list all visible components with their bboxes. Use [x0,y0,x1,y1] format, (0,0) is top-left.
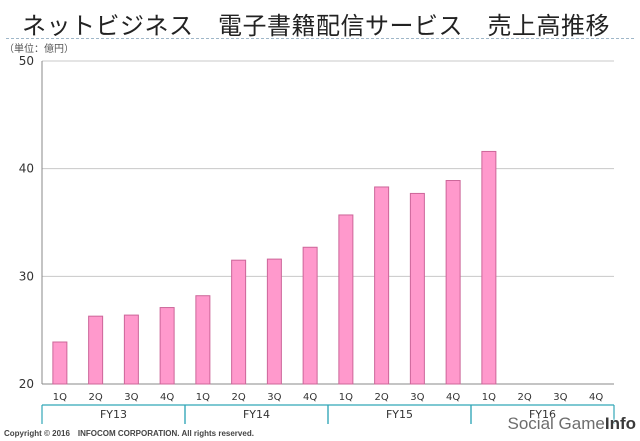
bar [266,258,282,385]
x-tick-label: 1Q [339,392,353,403]
bar [445,180,461,385]
x-tick-label: 4Q [446,392,460,403]
bar [409,192,425,385]
x-tick-label: 3Q [124,392,138,403]
bar [481,150,497,385]
x-tick-label: 1Q [53,392,67,403]
watermark-text: Social Game [507,414,605,433]
bar [374,186,390,385]
watermark-logo: Social GameInfo [508,414,636,434]
group-label: FY13 [100,408,127,421]
x-tick-label: 3Q [410,392,424,403]
title-divider [6,38,634,39]
x-tick-label: 4Q [160,392,174,403]
bar [338,214,354,385]
x-tick-label: 2Q [518,392,532,403]
bar [302,246,318,385]
x-tick-label: 3Q [553,392,567,403]
chart-title: ネットビジネス 電子書籍配信サービス 売上高推移 [22,12,610,40]
group-label: FY14 [243,408,270,421]
x-tick-label: 3Q [267,392,281,403]
bar [52,341,68,385]
y-tick-label: 40 [19,162,34,176]
copyright-footer: Copyright © 2016 INFOCOM CORPORATION. Al… [4,429,254,438]
group-label: FY16 [529,408,556,421]
watermark-info-text: Info [604,414,636,433]
x-tick-label: 2Q [232,392,246,403]
x-tick-label: 4Q [303,392,317,403]
y-tick-label: 30 [19,269,34,283]
y-tick-label: 20 [19,377,34,391]
unit-label: （単位：億円） [4,44,74,55]
bar [231,259,247,385]
y-tick-label: 50 [19,54,34,68]
x-tick-label: 2Q [375,392,389,403]
bar [88,315,104,385]
x-tick-label: 2Q [89,392,103,403]
bar [195,295,211,385]
group-label: FY15 [386,408,413,421]
bar [123,314,139,385]
x-tick-label: 1Q [482,392,496,403]
x-tick-label: 1Q [196,392,210,403]
x-tick-label: 4Q [589,392,603,403]
bar [159,307,175,385]
